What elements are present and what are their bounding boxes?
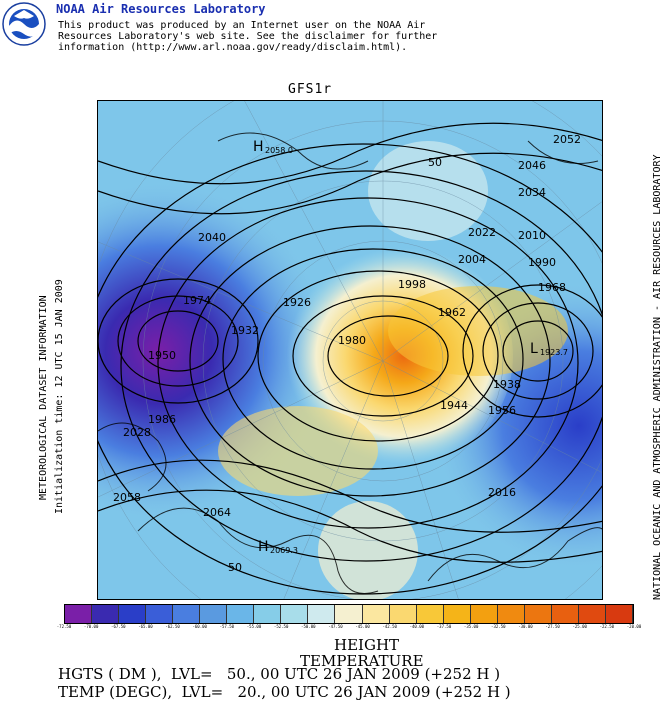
colorbar-tick-label: -30.00 [518,624,533,629]
colorbar-segment [470,605,498,623]
contour-label: 1998 [398,278,426,291]
map-title: GFS1r [288,82,333,97]
high-2-marker: H [258,539,269,555]
low-1-marker: L [530,341,538,357]
colorbar-tick-label: -27.50 [545,624,560,629]
colorbar-tick-label: -57.50 [219,624,235,629]
contour-label: 1962 [438,306,466,319]
contour-label: 2022 [468,226,496,239]
contour-label: 2064 [203,506,231,519]
colorbar-tick-label: -32.50 [491,624,506,629]
legend-height-title: HEIGHT [334,636,400,654]
contour-label: 2058 [113,491,141,504]
colorbar-tick-label: -37.50 [436,624,452,629]
disclaimer-text: This product was produced by an Internet… [58,20,438,53]
colorbar-tick-label: -72.50 [56,624,72,629]
map-panel: H 2058.0 H 2069.3 L 1923.7 50 2052 2046 … [97,100,603,600]
colorbar-segment [524,605,552,623]
colorbar-segment [308,605,336,623]
colorbar-tick-label: -55.00 [246,624,262,629]
colorbar-tick-label: -45.00 [355,624,370,629]
contour-label: 1956 [488,404,516,417]
colorbar-segment [578,605,606,623]
colorbar-segment [65,605,93,623]
high-2-value: 2069.3 [270,546,298,555]
contour-label: 1980 [338,334,366,347]
colorbar-segment [551,605,579,623]
colorbar-segment [416,605,444,623]
contour-label: 2028 [123,426,151,439]
noaa-logo [2,2,46,46]
colorbar-segment [443,605,471,623]
colorbar-tick-labels: -72.50 -70.00 -67.50 -65.00 -62.50 -60.00 -57.… [57,624,641,632]
dataset-info-label: METEOROLOGICAL DATASET INFORMATION [38,295,49,500]
contour-label: 50 [228,561,242,574]
contour-label: 1990 [528,256,556,269]
agency-label: NATIONAL OCEANIC AND ATMOSPHERIC ADMINIS… [652,154,663,600]
temperature-colorbar [64,604,634,624]
contour-label: 1944 [440,399,468,412]
high-1-marker: H [253,139,264,155]
contour-label: 1950 [148,349,176,362]
colorbar-segment [146,605,174,623]
colorbar-segment [227,605,255,623]
contour-label: 2052 [553,133,581,146]
contour-label: 1986 [148,413,176,426]
contour-label: 1968 [538,281,566,294]
colorbar-tick-label: -65.00 [138,624,153,629]
colorbar-tick-label: -47.50 [328,624,343,629]
colorbar-tick-label: -35.00 [463,624,479,629]
colorbar-tick-label: -52.50 [273,624,289,629]
contour-label: 2010 [518,229,546,242]
colorbar-tick-label: -62.50 [165,624,180,629]
colorbar-segment [173,605,201,623]
colorbar-tick-label: -40.00 [409,624,425,629]
colorbar-tick-label: -20.00 [626,624,642,629]
contour-label: 2046 [518,159,546,172]
colorbar-segment [254,605,282,623]
contour-label: 1938 [493,378,521,391]
colorbar-segment [605,605,633,623]
contour-label: 2004 [458,253,486,266]
colorbar-tick-label: -50.00 [301,624,316,629]
colorbar-segment [362,605,390,623]
low-1-value: 1923.7 [540,348,568,357]
colorbar-tick-label: -67.50 [111,624,126,629]
colorbar-segment [497,605,525,623]
lab-name: NOAA Air Resources Laboratory [56,2,266,16]
contour-label: 1932 [231,324,259,337]
colorbar-segment [92,605,120,623]
initialization-time-label: Initialization time: 12 UTC 15 JAN 2009 [54,279,65,514]
colorbar-segment [389,605,417,623]
colorbar-tick-label: -60.00 [192,624,207,629]
colorbar-tick-label: -25.00 [572,624,587,629]
legend-height-line: HGTS ( DM ), LVL= 50., 00 UTC 26 JAN 200… [58,665,501,683]
contour-label: 2034 [518,186,546,199]
map-svg: H 2058.0 H 2069.3 L 1923.7 50 2052 2046 … [98,101,602,599]
colorbar-segment [281,605,309,623]
colorbar-segment [119,605,147,623]
colorbar-tick-label: -70.00 [83,624,99,629]
contour-label: 50 [428,156,442,169]
legend-temperature-title: TEMPERATURE [300,652,424,670]
contour-label: 2040 [198,231,226,244]
colorbar-tick-label: -22.50 [599,624,615,629]
contour-label: 1974 [183,294,211,307]
contour-label: 2016 [488,486,516,499]
colorbar-tick-label: -42.50 [382,624,397,629]
high-1-value: 2058.0 [265,146,293,155]
colorbar-segment [335,605,363,623]
contour-label: 1926 [283,296,311,309]
legend-temperature-line: TEMP (DEGC), LVL= 20., 00 UTC 26 JAN 200… [58,683,511,701]
colorbar-segment [200,605,228,623]
